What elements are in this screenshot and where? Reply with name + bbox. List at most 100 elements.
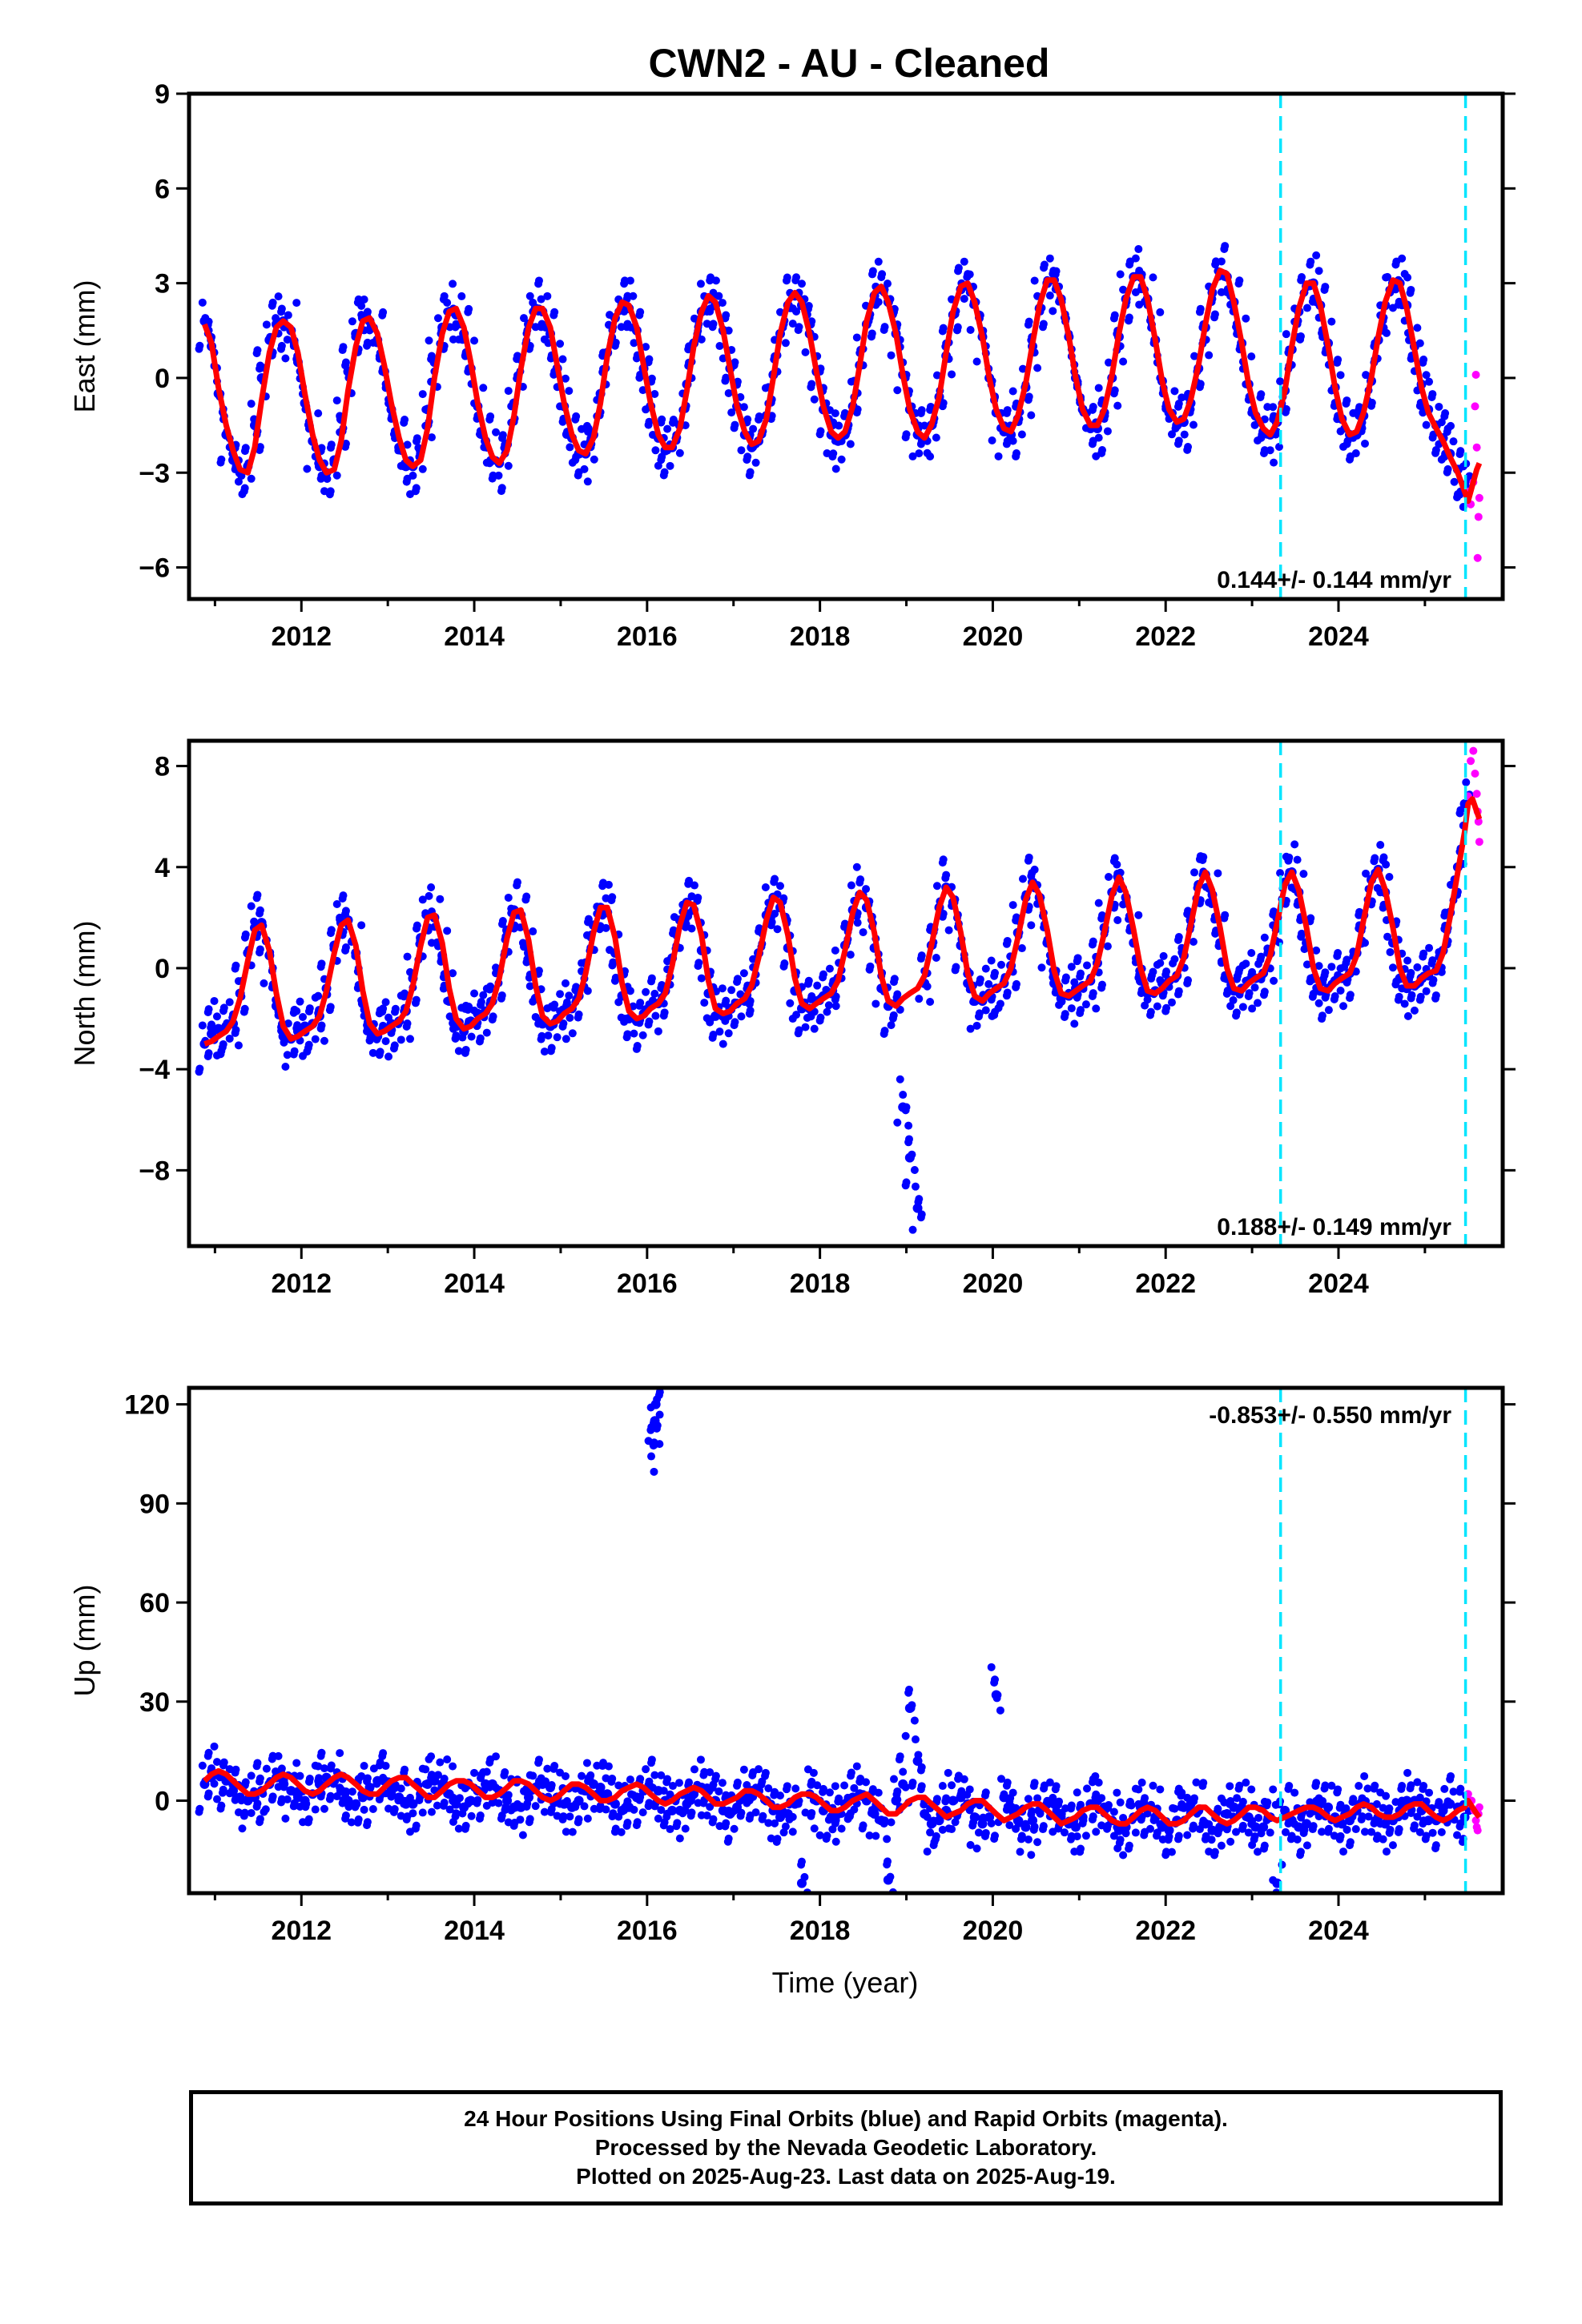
up-final-orbit-point: [247, 1771, 256, 1780]
up-panel: 120 90 60 30 0 2012 2014 2016 2018 2020 2022 2024 Up…: [68, 1385, 1516, 1946]
east-final-orbit-point: [198, 298, 207, 307]
up-final-orbit-point: [198, 1761, 207, 1770]
north-final-orbit-point: [253, 891, 262, 899]
up-final-orbit-point: [917, 1782, 926, 1791]
up-final-orbit-point: [1274, 1907, 1282, 1915]
up-final-orbit-point: [901, 1731, 910, 1740]
east-final-orbit-point: [902, 430, 911, 439]
north-final-orbit-point: [1153, 1002, 1161, 1011]
up-final-orbit-point: [1254, 1813, 1263, 1822]
north-final-orbit-point: [544, 1031, 553, 1040]
east-x-tick-label: 2014: [444, 621, 505, 652]
north-final-orbit-point: [1067, 1004, 1076, 1013]
east-final-orbit-point: [195, 341, 204, 350]
up-final-orbit-point: [783, 1782, 791, 1791]
north-final-orbit-point: [540, 1047, 549, 1056]
north-final-orbit-point: [522, 892, 531, 901]
north-final-orbit-point: [994, 1003, 1003, 1012]
up-final-orbit-point: [1167, 1848, 1176, 1856]
up-final-orbit-point: [418, 1764, 427, 1773]
east-final-orbit-point: [418, 464, 427, 473]
east-final-orbit-point: [804, 302, 813, 311]
north-final-orbit-point: [1300, 945, 1309, 954]
north-final-orbit-point: [547, 1043, 556, 1052]
north-final-orbit-point: [1174, 933, 1183, 942]
north-final-orbit-point: [981, 1006, 990, 1015]
up-final-orbit-point: [1021, 1819, 1030, 1828]
north-final-orbit-point: [795, 1026, 803, 1035]
up-final-orbit-point: [540, 1807, 549, 1816]
north-final-orbit-point: [926, 998, 935, 1007]
up-final-orbit-point: [1235, 1781, 1244, 1790]
east-final-orbit-point: [727, 408, 736, 417]
east-final-orbit-point: [1312, 251, 1321, 259]
up-final-orbit-point: [1141, 1794, 1149, 1803]
north-final-orbit-point: [458, 1033, 467, 1042]
east-final-orbit-point: [494, 471, 503, 480]
up-final-orbit-point: [737, 1808, 746, 1817]
north-final-orbit-point: [737, 1012, 746, 1021]
up-final-orbit-point: [1456, 1819, 1465, 1827]
up-final-orbit-point: [531, 1802, 540, 1811]
up-y-tick-label: 90: [139, 1489, 170, 1519]
north-final-orbit-point: [685, 876, 694, 885]
up-final-orbit-point: [1376, 1819, 1385, 1828]
up-final-orbit-point: [1422, 1831, 1431, 1840]
up-final-orbit-point: [633, 1818, 642, 1827]
north-final-orbit-point: [604, 880, 613, 889]
up-final-orbit-point: [1382, 1848, 1391, 1856]
up-final-orbit-point: [835, 1794, 843, 1803]
east-final-orbit-point: [709, 320, 718, 328]
up-final-orbit-point: [647, 1452, 656, 1461]
up-final-orbit-point: [1030, 1779, 1039, 1787]
north-final-orbit-point: [1312, 946, 1321, 955]
up-final-orbit-point: [626, 1790, 635, 1799]
up-final-orbit-point: [648, 1783, 657, 1792]
north-final-orbit-point: [566, 1013, 574, 1022]
up-final-orbit-point: [800, 1872, 809, 1881]
north-final-orbit-point: [1319, 975, 1328, 983]
north-final-orbit-point: [562, 998, 571, 1007]
east-final-orbit-point: [403, 440, 412, 449]
up-final-orbit-point: [761, 1768, 770, 1777]
up-final-orbit-point: [678, 1809, 687, 1818]
up-final-orbit-point: [534, 1755, 543, 1764]
east-final-orbit-point: [626, 276, 634, 285]
up-final-orbit-point: [1116, 1798, 1125, 1807]
east-final-orbit-point: [650, 390, 659, 399]
north-rapid-orbit-point: [1474, 817, 1483, 826]
north-final-orbit-point: [418, 895, 427, 904]
east-rate-label: 0.144+/- 0.144 mm/yr: [1217, 567, 1451, 593]
east-final-orbit-point: [470, 336, 479, 345]
east-final-orbit-point: [1276, 377, 1285, 386]
north-final-orbit-point: [1184, 976, 1193, 985]
east-final-orbit-point: [1274, 442, 1283, 451]
up-final-orbit-point: [1125, 1841, 1133, 1850]
east-x-tick-label: 2016: [617, 621, 678, 652]
east-final-orbit-point: [749, 424, 758, 433]
up-final-orbit-point: [452, 1809, 461, 1818]
north-final-orbit-point: [1456, 806, 1465, 814]
east-final-orbit-point: [1170, 387, 1179, 396]
north-final-orbit-point: [1462, 778, 1471, 786]
north-final-orbit-point: [1385, 873, 1394, 882]
figure-title: CWN2 - AU - Cleaned: [649, 41, 1050, 86]
up-final-orbit-point: [1073, 1832, 1081, 1841]
up-final-orbit-point: [336, 1749, 344, 1758]
up-final-orbit-point: [668, 1782, 677, 1791]
north-final-orbit-point: [326, 1003, 335, 1011]
east-final-orbit-point: [920, 421, 929, 430]
east-final-orbit-point: [1196, 304, 1205, 313]
east-final-orbit-point: [1428, 390, 1437, 399]
up-final-orbit-point: [696, 1755, 705, 1764]
north-plot-frame: [187, 738, 1505, 1248]
east-final-orbit-point: [810, 395, 819, 404]
east-final-orbit-point: [697, 335, 706, 344]
up-final-orbit-point: [519, 1787, 528, 1795]
east-final-orbit-point: [332, 396, 341, 405]
north-final-orbit-point: [650, 989, 659, 998]
east-final-orbit-point: [1450, 477, 1459, 486]
up-final-orbit-point: [1174, 1784, 1183, 1793]
north-final-orbit-point: [724, 1029, 733, 1038]
